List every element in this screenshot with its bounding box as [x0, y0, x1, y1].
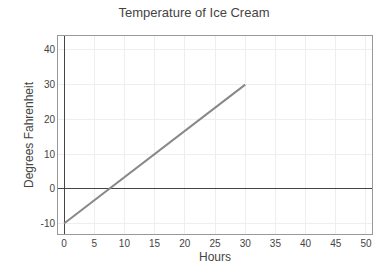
svg-text:-10: -10	[41, 218, 56, 229]
svg-text:15: 15	[149, 238, 161, 249]
svg-text:Temperature of Ice Cream: Temperature of Ice Cream	[118, 5, 269, 20]
svg-text:30: 30	[44, 79, 56, 90]
svg-text:30: 30	[240, 238, 252, 249]
svg-text:25: 25	[209, 238, 221, 249]
svg-text:0: 0	[61, 238, 67, 249]
svg-text:20: 20	[179, 238, 191, 249]
svg-text:45: 45	[330, 238, 342, 249]
svg-text:50: 50	[360, 238, 372, 249]
svg-text:0: 0	[49, 183, 55, 194]
svg-text:20: 20	[44, 114, 56, 125]
svg-text:10: 10	[119, 238, 131, 249]
svg-text:5: 5	[91, 238, 97, 249]
svg-text:Degrees Fahrenheit: Degrees Fahrenheit	[22, 81, 36, 188]
svg-text:35: 35	[270, 238, 282, 249]
svg-text:10: 10	[44, 149, 56, 160]
svg-text:40: 40	[44, 44, 56, 55]
svg-text:Hours: Hours	[199, 250, 231, 264]
svg-text:40: 40	[300, 238, 312, 249]
